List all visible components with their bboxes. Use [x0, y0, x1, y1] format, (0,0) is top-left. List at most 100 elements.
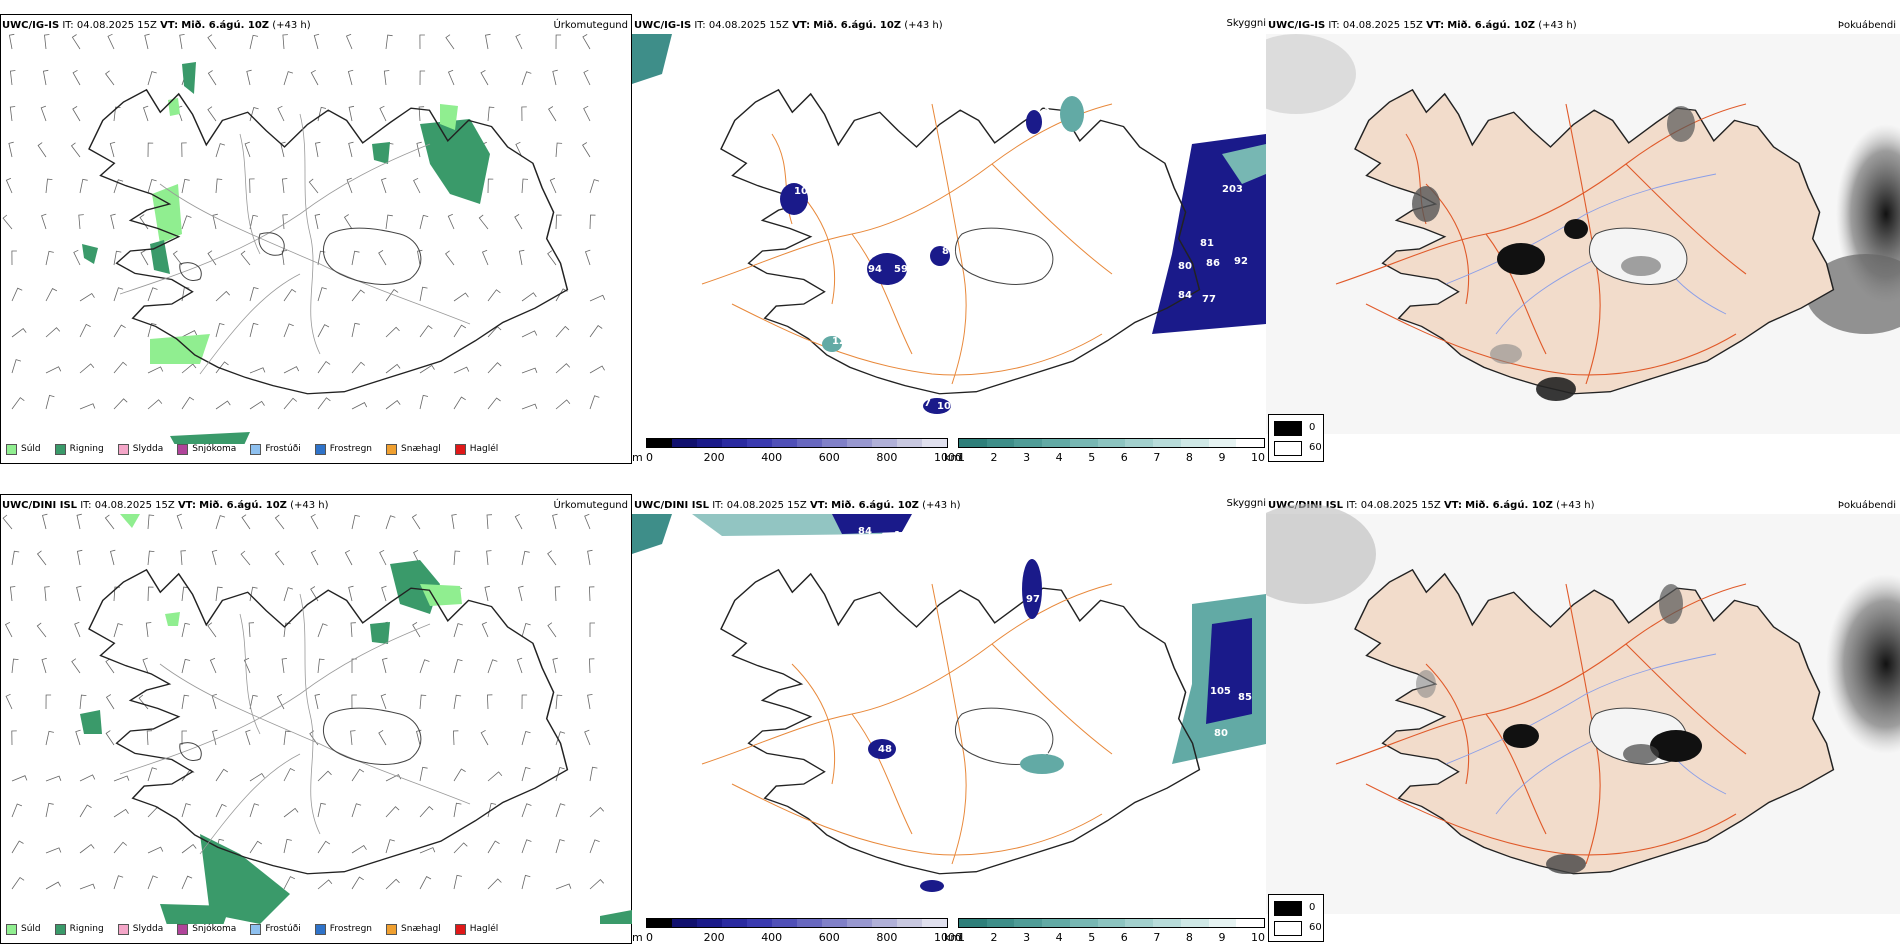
wind-barb — [42, 69, 49, 86]
wind-barb — [215, 361, 229, 374]
wind-barb — [147, 287, 158, 302]
wind-barb — [215, 515, 226, 530]
vis-value-label: 81 — [1200, 238, 1214, 249]
wind-barb — [552, 513, 558, 530]
vis-value-label: 135 — [1056, 748, 1077, 759]
wind-barb — [555, 803, 566, 818]
wind-barb — [419, 394, 429, 410]
wind-barb — [79, 883, 96, 890]
wind-barb — [480, 729, 489, 746]
wind-barb — [346, 177, 353, 194]
precip-legend-swatch — [117, 923, 129, 935]
wind-barb — [347, 69, 354, 86]
wind-barb — [453, 842, 468, 854]
vis-value-label: 105 — [1210, 686, 1231, 697]
wind-barb — [245, 729, 251, 746]
precip-legend-label: Frostúði — [265, 444, 301, 454]
wind-barb — [453, 324, 467, 338]
wind-barb — [248, 622, 255, 638]
vis-labels: 84 115 48 261 135 97 105 85 80 126 — [858, 526, 1252, 777]
colorbar-cell — [822, 919, 847, 927]
colorbar-tick: 1 — [958, 451, 965, 464]
vis-map: 102 94 59 83 73 120 77 101 203 81 80 86 92 84 77 — [632, 34, 1266, 414]
precip-legend-label: Snæhagl — [401, 444, 441, 454]
colorbar-tick: 600 — [818, 451, 840, 464]
vis-labels: 102 94 59 83 73 120 77 101 203 81 80 86 92 84 77 — [794, 104, 1248, 412]
wind-barb — [418, 106, 425, 122]
wind-barb — [515, 33, 523, 50]
wind-barb — [445, 34, 455, 50]
wind-barb — [317, 623, 328, 638]
colorbar-tick: 5 — [1088, 451, 1096, 464]
wind-barb — [351, 514, 360, 530]
colorbar-cell — [722, 439, 747, 447]
wind-barb — [5, 693, 13, 710]
vis-value-label: 92 — [1234, 256, 1248, 267]
wind-barb — [147, 846, 164, 854]
precip-legend-item: Frostúði — [250, 443, 301, 455]
wind-barb — [11, 397, 25, 410]
wind-barb — [45, 694, 52, 710]
wind-barb — [378, 730, 387, 746]
wind-barb — [453, 366, 470, 374]
wind-barb — [416, 141, 422, 158]
precip-legend-item: Frostregn — [314, 923, 372, 935]
wind-barb — [419, 766, 428, 782]
colorbar-tick: 2 — [990, 931, 998, 944]
vis-colorbar — [958, 918, 1265, 928]
wind-barb — [589, 766, 598, 782]
wind-barb — [207, 70, 217, 86]
wind-barb — [589, 879, 604, 890]
wind-barb — [453, 292, 469, 302]
wind-barb — [587, 694, 593, 710]
colorbar-unit: m — [632, 931, 643, 944]
wind-barb — [212, 729, 218, 746]
fog-title: Þokuábendi — [1837, 20, 1896, 31]
wind-barb — [276, 693, 285, 710]
colorbar-cell — [872, 439, 897, 447]
wind-barb — [11, 803, 23, 818]
wind-barb — [310, 69, 319, 86]
wind-barb — [105, 658, 115, 674]
wind-barb — [351, 658, 357, 673]
wind-barb — [385, 774, 402, 782]
wind-barb — [552, 69, 558, 86]
wind-barb — [552, 657, 558, 674]
wind-barb — [351, 876, 364, 890]
wind-barb — [45, 288, 58, 302]
vis-value-label: 84 — [1178, 290, 1192, 301]
wind-barb — [351, 361, 366, 374]
precip-legend-swatch — [454, 443, 466, 455]
vis-map: 84 115 48 261 135 97 105 85 80 126 — [632, 514, 1266, 892]
wind-barb — [343, 214, 353, 230]
wind-barb — [207, 106, 217, 122]
panel-header: UWC/IG-IS IT: 04.08.2025 15Z VT: Mið. 6.… — [2, 20, 311, 31]
wind-barb — [249, 322, 259, 338]
precip-legend-item: Snæhagl — [386, 443, 441, 455]
wind-barb — [317, 250, 326, 266]
wind-barb — [583, 69, 591, 86]
wind-barb — [453, 659, 463, 674]
wind-barb — [113, 808, 129, 818]
wind-barb — [215, 178, 223, 194]
wind-barb — [78, 214, 84, 230]
wind-barb — [555, 399, 571, 410]
wind-barb — [351, 694, 357, 710]
wind-barb — [147, 179, 157, 194]
wind-barb — [249, 178, 255, 194]
precip-map — [2, 33, 606, 444]
wind-barb — [317, 840, 331, 854]
wind-barb — [45, 327, 61, 338]
wind-barb — [348, 141, 354, 158]
wind-barb — [549, 177, 557, 194]
colorbar-tick: 7 — [1153, 931, 1161, 944]
colorbar-cell — [1125, 919, 1154, 927]
wind-barb — [181, 803, 191, 818]
wind-barb — [417, 249, 423, 266]
wind-barb — [447, 213, 455, 230]
fog-areas — [1416, 584, 1702, 874]
colorbar-cell — [1208, 439, 1237, 447]
wind-barb — [589, 395, 600, 410]
wind-barb — [277, 105, 285, 122]
wind-barb — [181, 586, 189, 602]
